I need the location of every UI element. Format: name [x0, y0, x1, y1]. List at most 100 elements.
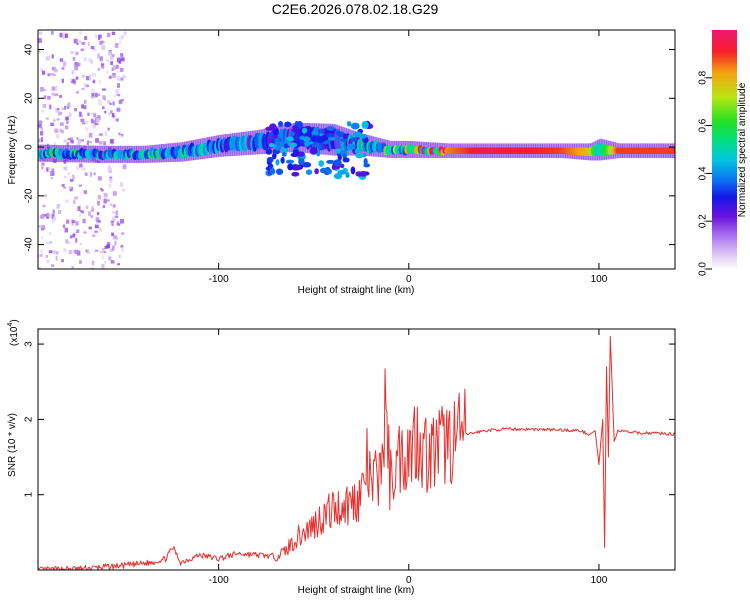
spectrogram-noise-cell [113, 65, 116, 71]
spectrogram-noise-cell [90, 267, 94, 269]
snr-scale-close: ) [9, 319, 20, 322]
spectrogram-structure-cell [269, 168, 276, 175]
spectrogram-noise-cell [97, 176, 102, 181]
spectrogram-noise-cell [88, 226, 92, 230]
spectrogram-noise-cell [53, 142, 56, 147]
spectrogram-noise-cell [76, 142, 81, 148]
spectrogram-noise-cell [117, 83, 120, 88]
spectrogram-noise-cell [83, 99, 87, 104]
spectrogram-noise-cell [103, 97, 106, 101]
spectrogram-noise-cell [107, 100, 111, 104]
spectrogram-noise-cell [81, 41, 86, 45]
spectrogram-structure-cell [292, 164, 301, 171]
spectrogram-noise-cell [94, 224, 99, 229]
spectrogram-noise-cell [47, 73, 51, 77]
spectrogram-noise-cell [116, 57, 121, 63]
spectrogram-structure-cell [277, 138, 282, 143]
spectrogram-noise-cell [64, 227, 69, 233]
spectrogram-noise-cell [89, 172, 92, 177]
spectrogram-ytick-label: 40 [24, 44, 35, 56]
snr-xlabel: Height of straight line (km) [298, 585, 415, 596]
spectrogram-structure-cell [326, 133, 335, 138]
spectrogram-noise-cell [110, 260, 115, 264]
spectrogram-noise-cell [91, 93, 95, 98]
spectrogram-noise-cell [100, 59, 103, 63]
spectrogram-noise-cell [101, 263, 105, 269]
spectrogram-structure-cell [283, 143, 289, 149]
spectrogram-noise-cell [54, 93, 59, 97]
spectrogram-noise-cell [107, 32, 111, 38]
spectrogram-noise-cell [108, 75, 112, 79]
spectrogram-structure-cell [342, 133, 348, 140]
spectrogram-noise-cell [66, 141, 69, 147]
spectrogram-noise-cell [50, 176, 54, 180]
spectrogram-noise-cell [47, 95, 51, 100]
spectrogram-noise-cell [107, 127, 110, 131]
spectrogram-noise-cell [77, 250, 81, 256]
spectrogram-frame [37, 29, 676, 270]
spectrogram-noise-cell [104, 245, 108, 249]
spectrogram-noise-cell [114, 240, 117, 246]
spectrogram-noise-cell [50, 73, 55, 76]
spectrogram-noise-cell [65, 116, 69, 121]
spectrogram-structure-cell [360, 133, 367, 139]
spectrogram-noise-cell [120, 244, 124, 248]
spectrogram-noise-cell [63, 166, 68, 171]
spectrogram-noise-cell [99, 40, 103, 46]
spectrogram-structure-cell [347, 143, 356, 150]
spectrogram-noise-cell [109, 139, 114, 144]
spectrogram-noise-cell [111, 31, 116, 35]
spectrogram-noise-cell [45, 241, 50, 246]
spectrogram-noise-cell [85, 120, 89, 125]
spectrogram-noise-cell [81, 119, 84, 124]
spectrogram-noise-cell [94, 92, 98, 98]
spectrogram-noise-cell [102, 205, 106, 209]
spectrogram-noise-cell [79, 242, 82, 246]
spectrogram-structure-cell [340, 163, 345, 169]
spectrogram-noise-cell [74, 61, 78, 67]
spectrogram-structure-cell [355, 147, 360, 155]
spectrogram-noise-cell [38, 138, 41, 143]
spectrogram-noise-cell [53, 216, 57, 221]
spectrogram-noise-cell [98, 80, 101, 84]
spectrogram-xtick-label: 0 [406, 274, 412, 285]
spectrogram-noise-cell [109, 102, 112, 106]
spectrogram-noise-cell [103, 141, 107, 146]
spectrogram-noise-cell [58, 111, 61, 116]
spectrogram-noise-cell [51, 92, 55, 96]
spectrogram-noise-cell [61, 78, 64, 83]
spectrogram-noise-cell [79, 260, 82, 264]
snr-plot-area [38, 329, 675, 570]
spectrogram-noise-cell [38, 124, 42, 129]
spectrogram-noise-cell [91, 118, 94, 124]
spectrogram-noise-cell [97, 220, 101, 223]
spectrogram-noise-cell [120, 67, 124, 72]
spectrogram-noise-cell [63, 139, 68, 143]
spectrogram-noise-cell [88, 132, 93, 138]
spectrogram-noise-cell [112, 101, 115, 106]
spectrogram-noise-cell [86, 76, 90, 81]
spectrogram-noise-cell [43, 95, 47, 99]
spectrogram-structure-cell [342, 153, 347, 159]
spectrogram-structure-cell [266, 156, 274, 163]
spectrogram-noise-cell [56, 204, 60, 209]
spectrogram-noise-cell [98, 140, 103, 145]
spectrogram-noise-cell [85, 126, 88, 132]
spectrogram-structure-cell [337, 154, 342, 161]
spectrogram-noise-cell [115, 42, 119, 46]
spectrogram-ytick-label: -20 [24, 188, 35, 203]
spectrogram-noise-cell [51, 168, 55, 172]
spectrogram-noise-cell [66, 120, 69, 124]
spectrogram-noise-cell [111, 211, 116, 214]
spectrogram-noise-cell [94, 122, 99, 126]
spectrogram-structure-cell [326, 159, 335, 164]
spectrogram-noise-cell [51, 213, 55, 219]
spectrogram-noise-cell [85, 249, 89, 253]
spectrogram-noise-cell [101, 63, 105, 68]
spectrogram-noise-cell [55, 134, 60, 139]
spectrogram-noise-cell [93, 172, 96, 176]
spectrogram-structure-cell [333, 159, 342, 167]
spectrogram-noise-cell [78, 184, 82, 187]
spectrogram-noise-cell [80, 48, 85, 52]
spectrogram-noise-cell [68, 112, 72, 117]
